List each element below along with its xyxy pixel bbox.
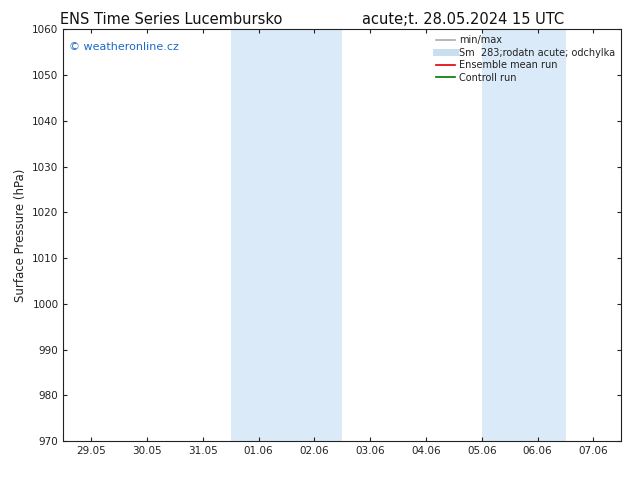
Bar bbox=[231, 29, 342, 441]
Bar bbox=[482, 29, 566, 441]
Text: acute;t. 28.05.2024 15 UTC: acute;t. 28.05.2024 15 UTC bbox=[362, 12, 564, 27]
Text: ENS Time Series Lucembursko: ENS Time Series Lucembursko bbox=[60, 12, 282, 27]
Legend: min/max, Sm  283;rodatn acute; odchylka, Ensemble mean run, Controll run: min/max, Sm 283;rodatn acute; odchylka, … bbox=[432, 31, 619, 86]
Y-axis label: Surface Pressure (hPa): Surface Pressure (hPa) bbox=[14, 169, 27, 302]
Text: © weatheronline.cz: © weatheronline.cz bbox=[69, 42, 179, 52]
